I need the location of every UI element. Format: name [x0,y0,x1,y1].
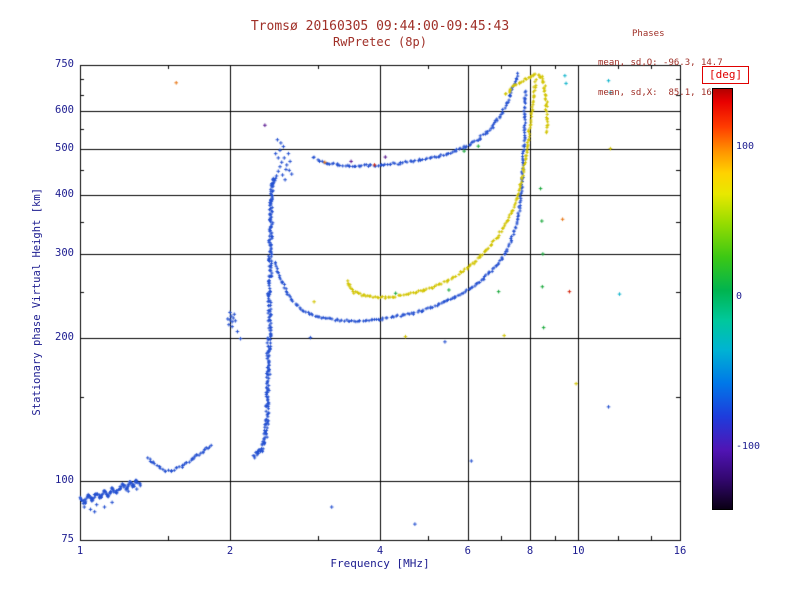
y-tick-label: 300 [55,247,74,260]
colorbar-tick-label: -100 [736,441,761,452]
x-axis-label: Frequency [MHz] [330,557,430,570]
x-tick-label: 6 [464,545,471,557]
y-tick-label: 500 [55,141,74,154]
y-axis-label: Stationary phase Virtual Height [km] [31,187,44,416]
y-tick-label: 100 [55,473,74,486]
x-tick-label: 10 [571,545,585,557]
x-tick-label: 1 [76,545,84,557]
y-tick-label: 400 [55,187,74,200]
colorbar-tick-label: 100 [736,141,755,152]
y-tick-label: 200 [55,330,74,343]
y-tick-label: 600 [55,104,74,117]
phases-header: Phases [632,28,665,39]
colorbar-tick-label: 0 [736,291,743,302]
x-tick-label: 4 [376,545,384,557]
plot-title: Tromsø 20160305 09:44:00-09:45:43 [250,19,510,34]
x-tick-label: 8 [526,545,534,557]
phases-annotation: Phases mean, sd,O: -96.3, 14.7 mean, sd,… [598,10,748,119]
phases-mean-x: mean, sd,X: 85.1, 16.9 [598,88,723,99]
y-tick-label: 750 [55,58,74,70]
phases-mean-o: mean, sd,O: -96.3, 14.7 [598,58,723,69]
x-tick-label: 2 [226,545,234,557]
y-tick-label: 75 [61,533,74,545]
x-tick-label: 16 [673,545,687,557]
plot-subtitle: RwPretec (8p) [333,35,427,49]
colorbar-unit-label: [deg] [702,66,750,85]
colorbar [712,88,733,510]
